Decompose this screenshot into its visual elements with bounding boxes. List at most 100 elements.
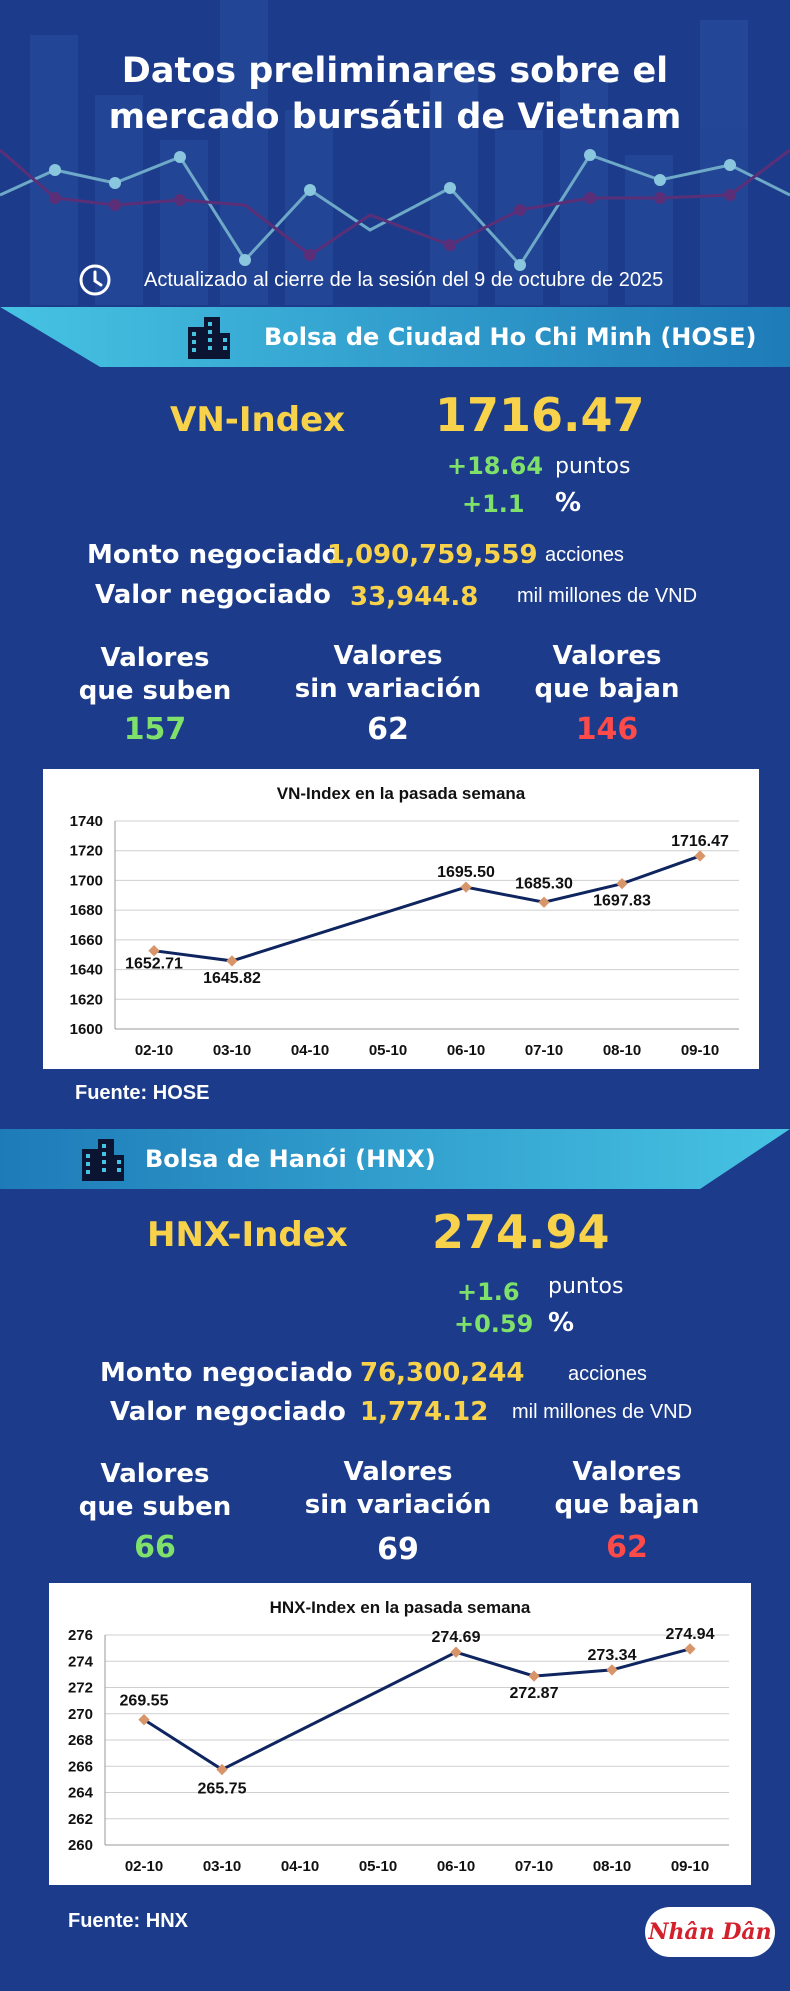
data-label: 269.55: [120, 1693, 169, 1710]
hnx-change-points: +1.6: [457, 1278, 520, 1306]
title-line-1: Datos preliminares sobre el: [121, 51, 669, 91]
y-tick-label: 272: [68, 1680, 93, 1697]
hose-up-label-1: Valores: [100, 643, 210, 673]
hose-change-pct: +1.1: [462, 490, 525, 518]
y-tick-label: 268: [68, 1732, 93, 1749]
hose-index-name: VN-Index: [170, 400, 346, 440]
data-point: [538, 896, 550, 908]
y-tick-label: 1680: [70, 902, 103, 919]
hnx-source: Fuente: HNX: [68, 1910, 188, 1932]
data-point: [148, 945, 160, 957]
hnx-value-value: 1,774.12: [360, 1397, 489, 1427]
hose-down-label-2: que bajan: [534, 674, 680, 704]
hose-index-value: 1716.47: [435, 388, 645, 442]
hnx-down-label-1: Valores: [572, 1457, 682, 1487]
x-tick-label: 03-10: [203, 1858, 241, 1875]
hose-up-count: 157: [123, 712, 187, 747]
data-point: [450, 1646, 462, 1658]
y-tick-label: 1700: [70, 872, 103, 889]
x-tick-label: 03-10: [213, 1042, 251, 1059]
y-tick-label: 1620: [70, 991, 103, 1008]
series-line: [153, 854, 701, 963]
hnx-change-pct: +0.59: [454, 1310, 534, 1338]
x-tick-label: 05-10: [369, 1042, 407, 1059]
building-icon: [82, 1139, 124, 1181]
hnx-pct-label: %: [548, 1308, 575, 1338]
chart-title: HNX-Index en la pasada semana: [270, 1598, 531, 1617]
hnx-chart: HNX-Index en la pasada semana 260 262 264 26…: [49, 1583, 751, 1885]
x-tick-label: 09-10: [681, 1042, 719, 1059]
title-line-2: mercado bursátil de Vietnam: [108, 97, 682, 137]
hnx-flat-label-1: Valores: [343, 1457, 453, 1487]
hnx-down-count: 62: [606, 1530, 648, 1565]
data-point: [684, 1643, 696, 1655]
hose-exchange-name: Bolsa de Ciudad Ho Chi Minh (HOSE): [264, 323, 757, 351]
hose-change-points: +18.64: [447, 452, 544, 480]
data-point: [216, 1763, 228, 1776]
data-point: [616, 877, 628, 890]
x-tick-label: 02-10: [135, 1042, 173, 1059]
updated-text: Actualizado al cierre de la sesión del 9…: [144, 268, 664, 291]
hnx-down-label-2: que bajan: [554, 1490, 700, 1520]
hose-banner: Bolsa de Ciudad Ho Chi Minh (HOSE): [0, 307, 790, 367]
data-label: 1685.30: [515, 875, 573, 892]
hose-flat-label: Valores sin variación: [288, 640, 488, 706]
data-point: [460, 881, 472, 893]
data-label: 265.75: [198, 1781, 247, 1798]
hnx-up-count: 66: [134, 1530, 176, 1565]
hnx-value-label: Valor negociado: [110, 1397, 346, 1427]
hnx-banner-shape: [0, 1129, 790, 1189]
hnx-up-label-2: que suben: [78, 1492, 232, 1522]
hnx-value-unit: mil millones de VND: [512, 1401, 693, 1423]
data-label: 274.94: [666, 1626, 715, 1643]
hnx-down-label: Valores que bajan: [527, 1456, 727, 1522]
hose-down-count: 146: [575, 712, 639, 747]
data-point: [226, 955, 238, 967]
hose-volume-unit: acciones: [545, 544, 624, 566]
x-tick-label: 08-10: [603, 1042, 641, 1059]
header-decoration: [0, 0, 790, 305]
x-tick-label: 04-10: [281, 1858, 319, 1875]
hose-flat-count: 62: [367, 712, 409, 747]
hose-source: Fuente: HOSE: [75, 1082, 210, 1104]
clock-icon: [79, 264, 111, 296]
y-tick-label: 260: [68, 1837, 93, 1854]
y-tick-label: 274: [68, 1653, 94, 1670]
data-point: [138, 1713, 150, 1726]
data-point: [694, 850, 706, 862]
building-icon: [188, 317, 230, 359]
y-tick-label: 1660: [70, 932, 103, 949]
hose-pct-label: %: [555, 488, 582, 518]
series-line: [143, 1647, 691, 1772]
data-label: 1645.82: [203, 970, 261, 987]
hnx-volume-unit: acciones: [568, 1363, 647, 1385]
hnx-exchange-name: Bolsa de Hanói (HNX): [145, 1145, 436, 1173]
updated-row: Actualizado al cierre de la sesión del 9…: [78, 263, 663, 297]
hose-chart: VN-Index en la pasada semana 1600 1620 1640…: [43, 769, 759, 1069]
hnx-points-label: puntos: [548, 1274, 624, 1299]
hnx-flat-label-2: sin variación: [304, 1490, 492, 1520]
hose-chart-svg: VN-Index en la pasada semana 1600 1620 1640…: [70, 784, 739, 1059]
x-tick-label: 08-10: [593, 1858, 631, 1875]
hnx-up-label: Valores que suben: [55, 1458, 255, 1524]
hnx-volume-label: Monto negociado: [100, 1358, 353, 1388]
y-tick-label: 276: [68, 1627, 93, 1644]
hnx-chart-svg: HNX-Index en la pasada semana 260 262 264 26…: [68, 1598, 729, 1875]
y-tick-label: 266: [68, 1758, 93, 1775]
hose-points-label: puntos: [555, 454, 631, 479]
hnx-banner: Bolsa de Hanói (HNX): [0, 1129, 790, 1189]
x-tick-label: 07-10: [515, 1858, 553, 1875]
hose-volume-value: 1,090,759,559: [327, 540, 538, 570]
hnx-volume-value: 76,300,244: [360, 1358, 525, 1388]
x-tick-label: 05-10: [359, 1858, 397, 1875]
hose-volume-label: Monto negociado: [87, 540, 340, 570]
hnx-up-label-1: Valores: [100, 1459, 210, 1489]
data-point: [528, 1670, 540, 1682]
data-point: [606, 1664, 618, 1676]
hose-flat-label-2: sin variación: [294, 674, 482, 704]
hnx-flat-label: Valores sin variación: [298, 1456, 498, 1522]
chart-title: VN-Index en la pasada semana: [277, 784, 526, 803]
x-tick-label: 07-10: [525, 1042, 563, 1059]
data-label: 1652.71: [125, 956, 183, 973]
page-title: Datos preliminares sobre el mercado burs…: [0, 48, 790, 140]
